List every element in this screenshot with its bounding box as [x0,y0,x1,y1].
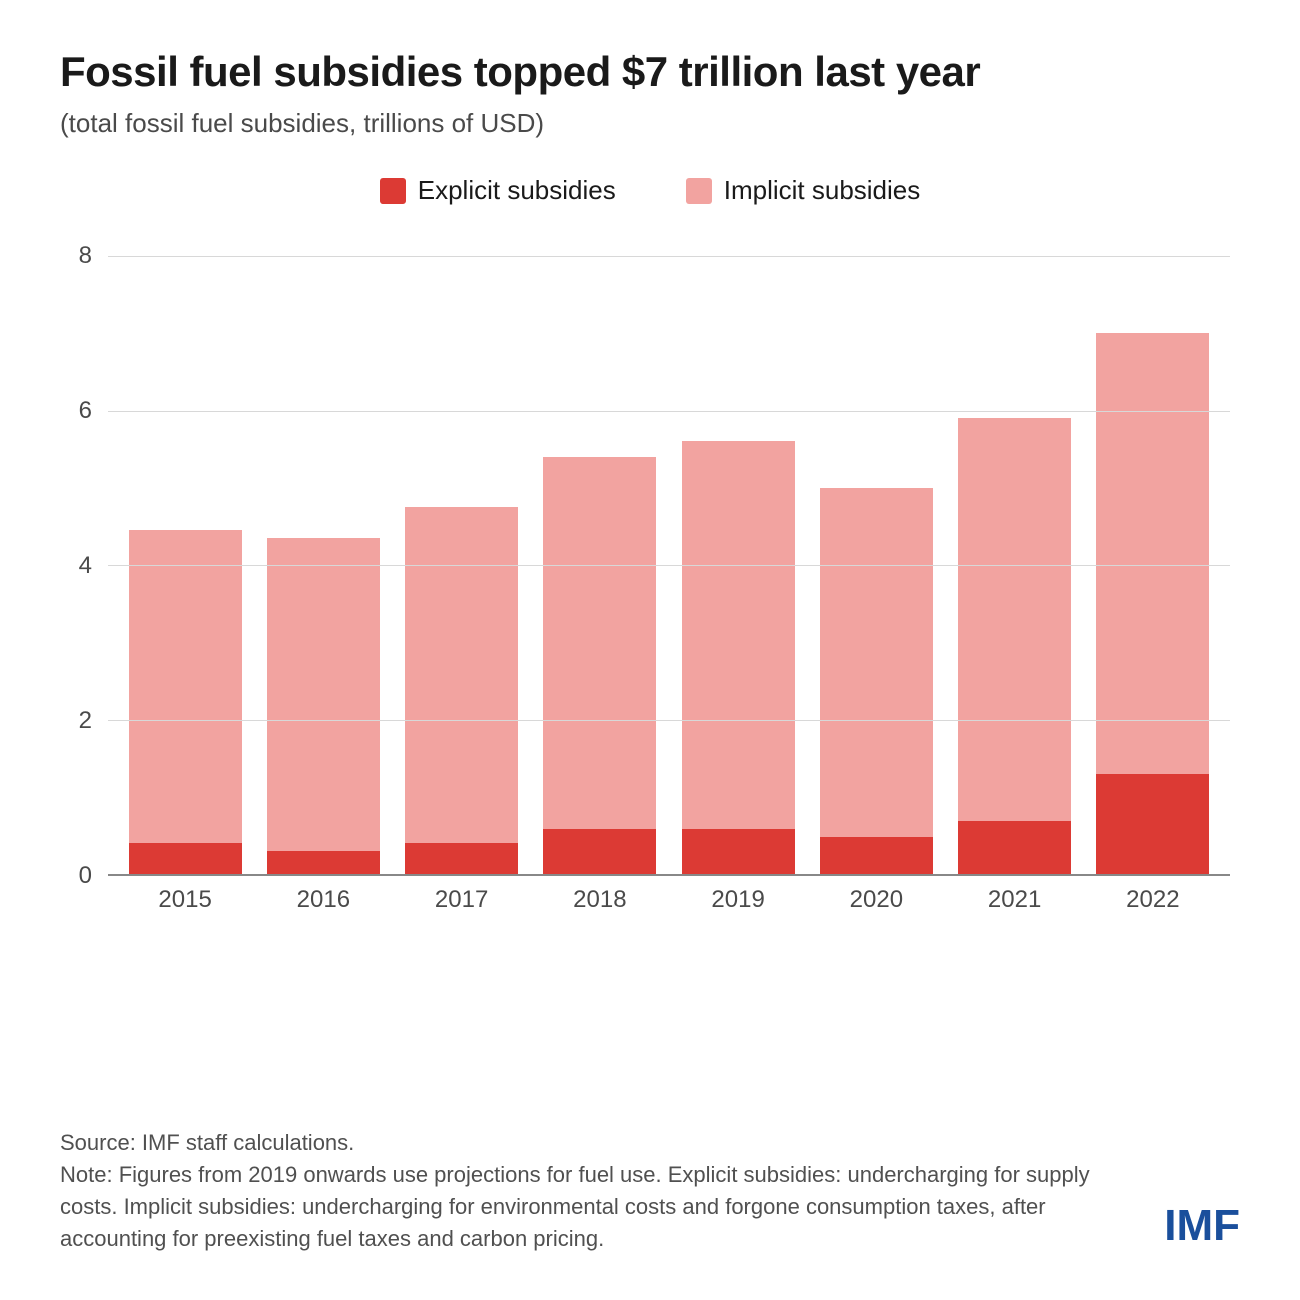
legend-item-implicit: Implicit subsidies [686,175,921,206]
imf-logo: IMF [1164,1201,1240,1255]
legend-label-explicit: Explicit subsidies [418,175,616,206]
footer: Source: IMF staff calculations. Note: Fi… [60,1127,1240,1255]
y-tick-label: 2 [79,707,92,735]
bar-segment-explicit [543,829,656,874]
x-axis-labels: 2015 2016 2017 2018 2019 2020 2021 2022 [108,876,1230,916]
legend-swatch-explicit [380,178,406,204]
x-tick-label: 2015 [129,876,242,916]
x-tick-label: 2017 [405,876,518,916]
x-tick-label: 2016 [267,876,380,916]
bar-segment-explicit [405,843,518,874]
x-tick-label: 2020 [820,876,933,916]
legend-swatch-implicit [686,178,712,204]
bar-segment-implicit [958,418,1071,821]
plot-area [108,256,1230,876]
y-tick-label: 4 [79,552,92,580]
y-tick-label: 6 [79,397,92,425]
bar-segment-implicit [267,538,380,851]
y-tick-label: 8 [79,242,92,270]
x-tick-label: 2022 [1096,876,1209,916]
bar-segment-implicit [543,457,656,829]
gridline [108,720,1230,721]
legend: Explicit subsidies Implicit subsidies [60,175,1240,206]
bar-segment-explicit [267,851,380,874]
footer-notes: Source: IMF staff calculations. Note: Fi… [60,1127,1124,1255]
gridline [108,565,1230,566]
chart: 02468 20152016201720182019202020212022 [60,256,1240,916]
chart-subtitle: (total fossil fuel subsidies, trillions … [60,108,1240,139]
bar-segment-explicit [129,843,242,874]
x-tick-label: 2021 [958,876,1071,916]
note-text: Note: Figures from 2019 onwards use proj… [60,1159,1124,1255]
bar-segment-explicit [958,821,1071,874]
bar-segment-explicit [820,837,933,874]
bar-segment-implicit [1096,333,1209,773]
bar-segment-implicit [129,530,242,843]
gridline [108,411,1230,412]
y-axis: 02468 [60,256,100,876]
bar-segment-explicit [1096,774,1209,874]
legend-item-explicit: Explicit subsidies [380,175,616,206]
gridline [108,256,1230,257]
bar-segment-implicit [405,507,518,843]
bar-segment-implicit [682,441,795,829]
source-text: Source: IMF staff calculations. [60,1127,1124,1159]
bar-segment-implicit [820,488,933,837]
legend-label-implicit: Implicit subsidies [724,175,921,206]
x-tick-label: 2018 [543,876,656,916]
y-tick-label: 0 [79,862,92,890]
chart-title: Fossil fuel subsidies topped $7 trillion… [60,48,1240,96]
bar-segment-explicit [682,829,795,874]
x-tick-label: 2019 [682,876,795,916]
